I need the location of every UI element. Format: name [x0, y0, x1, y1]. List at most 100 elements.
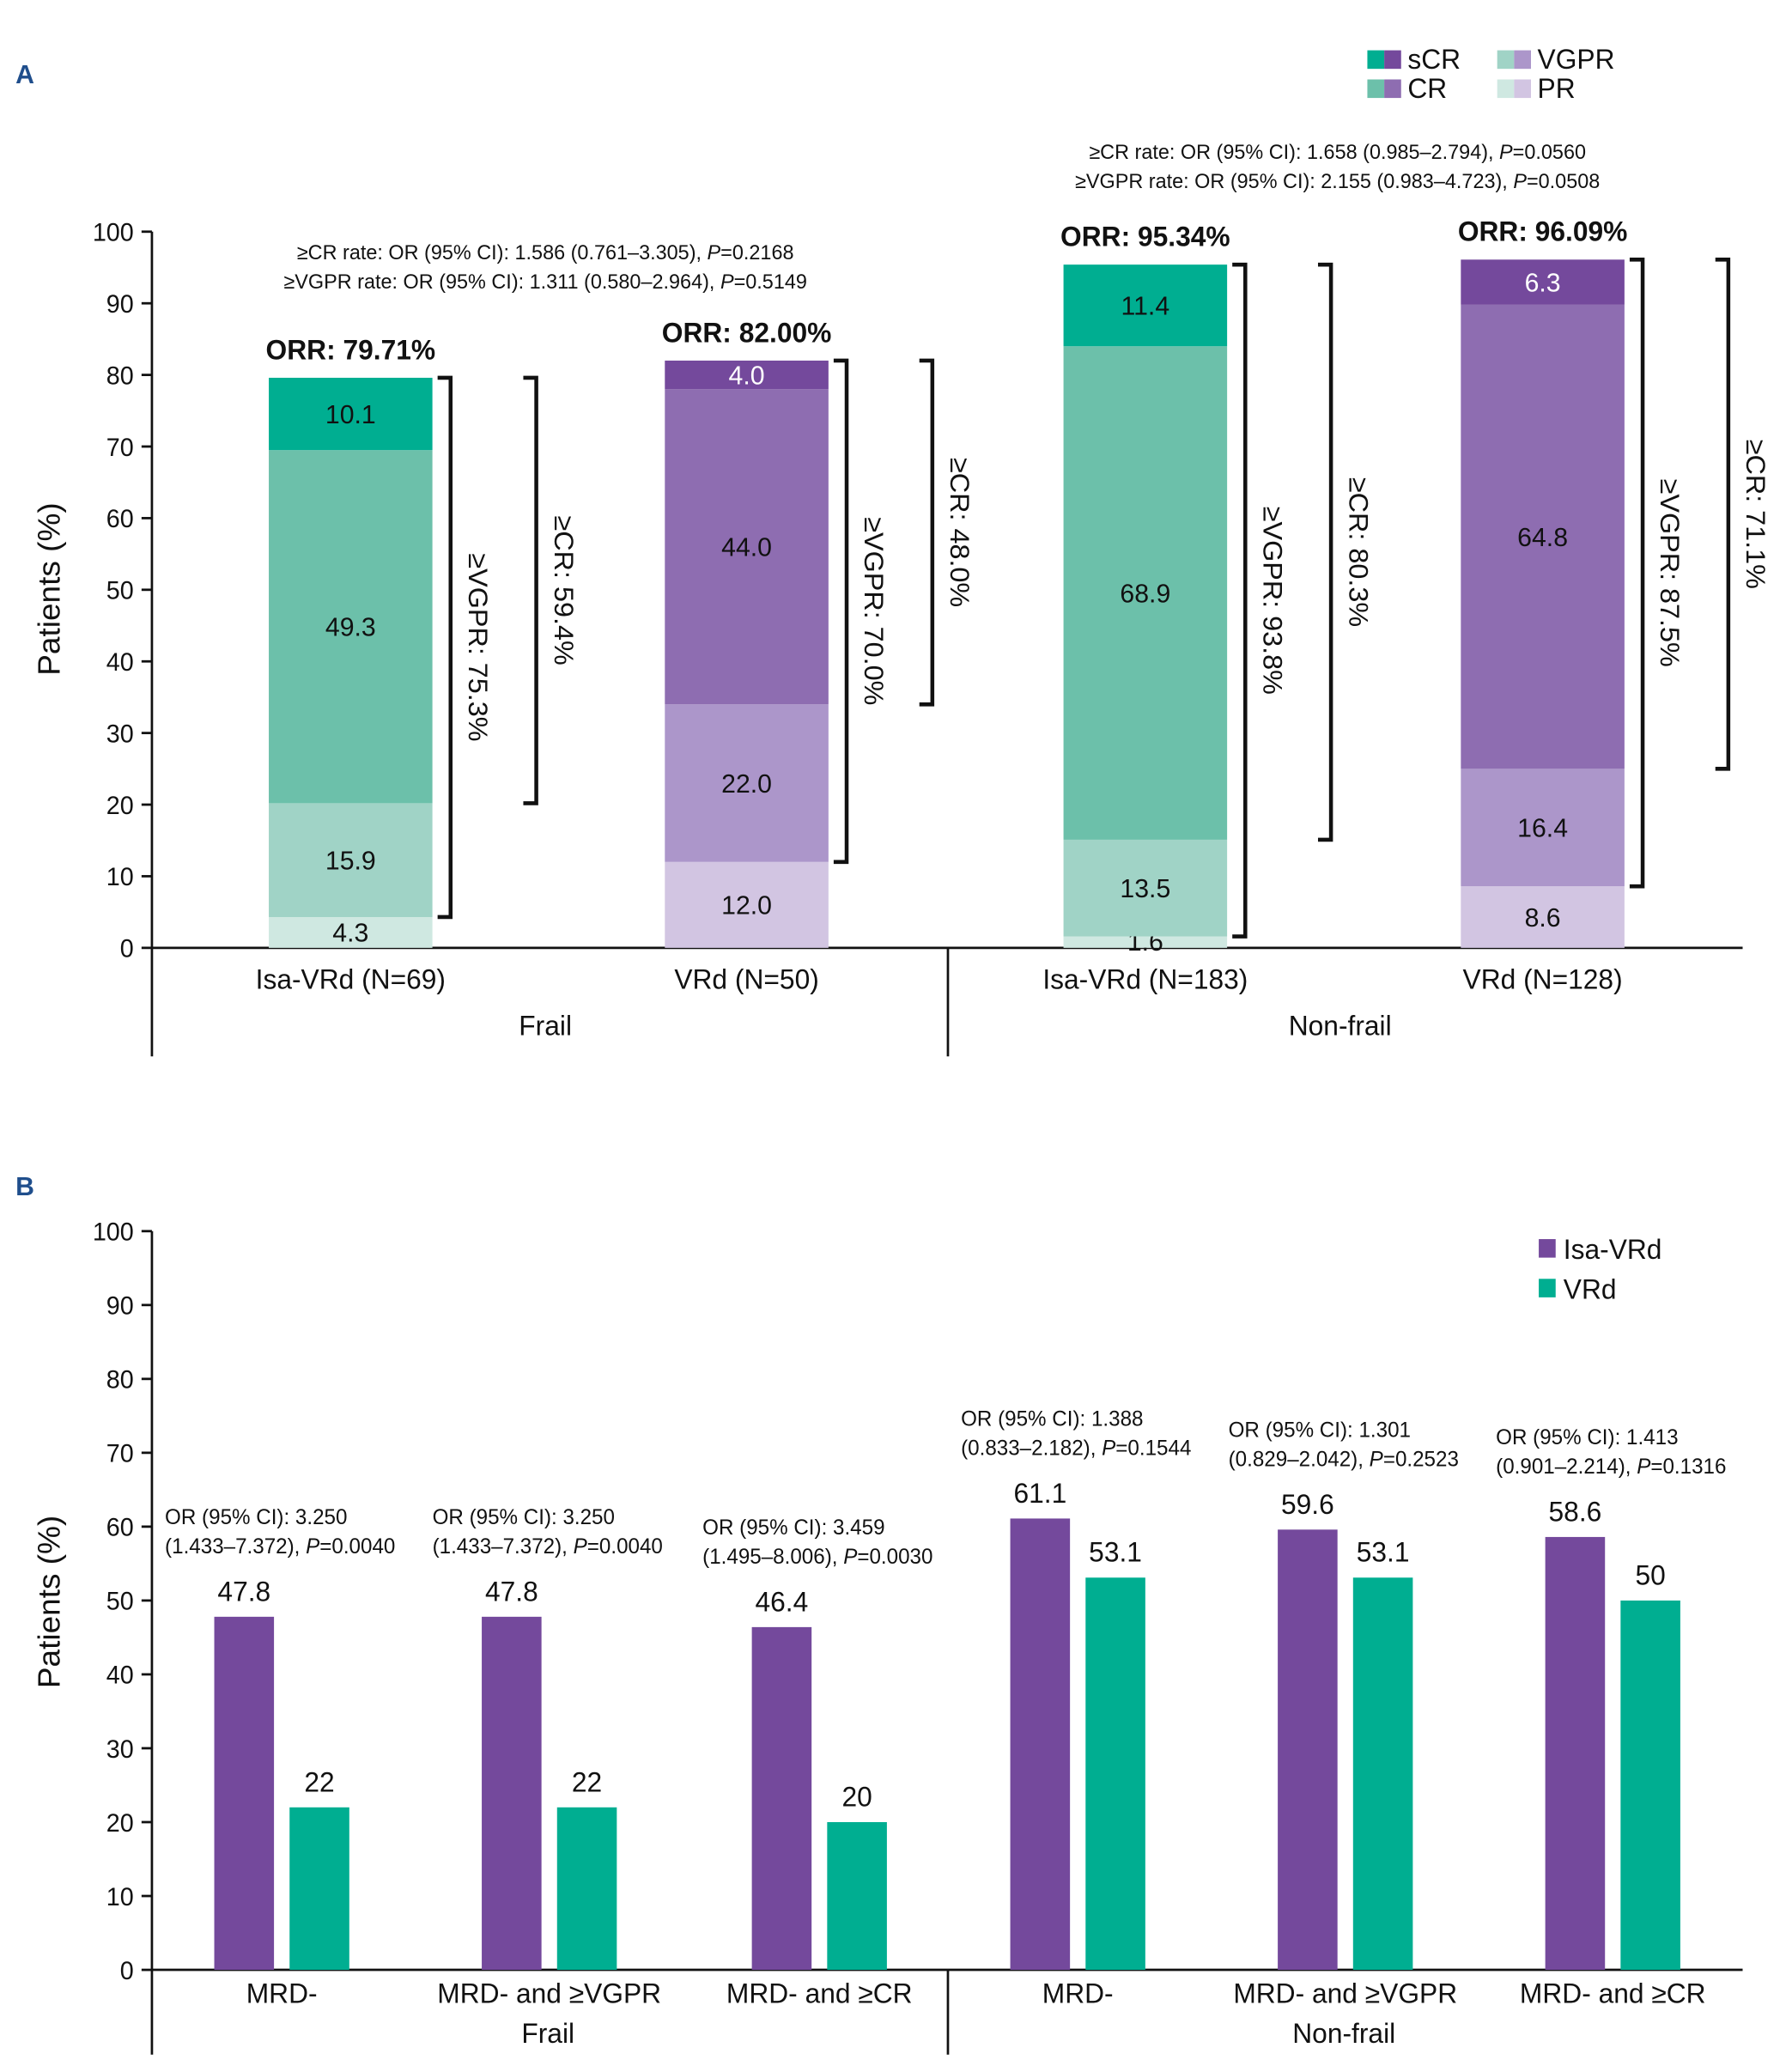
bar-segment-cr [665, 389, 829, 705]
bar-value-label: 22 [572, 1766, 602, 1797]
bar-value-label: 50 [1635, 1559, 1665, 1590]
bar-isa-vrd [1278, 1529, 1338, 1971]
odds-ratio-annotation: OR (95% CI): 1.301 [1229, 1419, 1411, 1442]
response-bracket [1232, 262, 1248, 939]
bar-segment-scr [1461, 259, 1625, 305]
panel-b-chart: 0 10 20 30 40 50 60 70 80 90 100 Patients (%) Isa-VR… [32, 1218, 1743, 2055]
segment-value-label: 68.9 [1120, 579, 1170, 608]
segment-value-label: 15.9 [325, 846, 376, 875]
y-tick-label: 0 [120, 1958, 134, 1985]
bar-segment-pr [665, 861, 829, 948]
response-bracket [1629, 258, 1645, 889]
category-group: 47.8 22 MRD- OR (95% CI): 3.250 (1.433–7.372… [165, 1506, 395, 2009]
segment-value-label: 11.4 [1121, 291, 1170, 320]
legend-label: VRd [1564, 1273, 1617, 1304]
y-tick-label: 30 [106, 1736, 134, 1764]
bar-vrd [827, 1821, 887, 1971]
odds-ratio-annotation: OR (95% CI): 3.250 [165, 1506, 347, 1529]
y-tick-label: 20 [106, 1810, 134, 1838]
bar-value-label: 22 [304, 1766, 334, 1797]
category-group: 46.4 20 MRD- and ≥CR OR (95% CI): 3.459 (1.4… [702, 1516, 932, 2009]
legend: Isa-VRd VRd [1539, 1234, 1662, 1304]
bar-vrd [1620, 1600, 1680, 1971]
bar-isa-vrd [482, 1616, 542, 1971]
x-category-label: VRd (N=50) [674, 963, 818, 994]
bar-value-label: 58.6 [1549, 1496, 1602, 1527]
bar-segment-cr [1063, 346, 1228, 840]
panel-b-label: B [15, 1172, 34, 1201]
bar-segment-scr [269, 377, 433, 451]
x-category-label: MRD- and ≥VGPR [437, 1978, 661, 2008]
orr-label: ORR: 95.34% [1060, 221, 1230, 252]
segment-value-label: 49.3 [325, 612, 376, 641]
legend-swatch-isa [1367, 50, 1385, 70]
bar-segment-vgpr [269, 803, 433, 917]
y-tick-label: 50 [106, 577, 134, 605]
y-tick-label: 10 [106, 864, 134, 891]
bar-value-label: 46.4 [756, 1586, 809, 1617]
y-axis-title: Patients (%) [32, 502, 67, 675]
y-tick-label: 60 [106, 506, 134, 533]
segment-value-label: 16.4 [1517, 813, 1568, 842]
y-tick-label: 70 [106, 434, 134, 462]
bar-value-label: 53.1 [1357, 1536, 1410, 1567]
bar-isa-vrd [1010, 1518, 1071, 1971]
x-category-label: VRd (N=128) [1463, 963, 1623, 994]
odds-ratio-annotation: (0.829–2.042), P=0.2523 [1229, 1448, 1459, 1471]
y-tick-label: 90 [106, 1292, 134, 1320]
bar-value-label: 47.8 [217, 1576, 270, 1607]
segment-value-label: 8.6 [1525, 903, 1561, 933]
x-category-label: MRD- and ≥CR [726, 1978, 913, 2008]
legend-swatch-vrd [1514, 50, 1532, 70]
orr-label: ORR: 82.00% [662, 317, 832, 348]
bar-vrd [556, 1807, 617, 1971]
bar-vrd [289, 1807, 349, 1971]
segment-value-label: 4.3 [332, 918, 368, 947]
x-category-label: MRD- and ≥VGPR [1233, 1978, 1457, 2008]
bar-segment-vgpr [1461, 769, 1625, 887]
odds-ratio-annotation: OR (95% CI): 3.459 [702, 1516, 884, 1540]
odds-ratio-annotation: ≥CR rate: OR (95% CI): 1.658 (0.985–2.79… [1089, 142, 1586, 164]
bracket-label: ≥VGPR: 87.5% [1655, 479, 1686, 667]
group-label: Frail [521, 2018, 574, 2049]
legend-swatch-isa [1497, 79, 1515, 99]
odds-ratio-annotation: OR (95% CI): 1.388 [961, 1407, 1143, 1431]
bracket-label: ≥CR: 59.4% [549, 516, 580, 665]
bracket-label: ≥VGPR: 75.3% [463, 553, 494, 741]
bar-segment-vgpr [665, 704, 829, 862]
panel-a-label: A [15, 60, 34, 89]
bar-segment-cr [269, 450, 433, 804]
bar-group-frail: Frail ≥CR rate: OR (95% CI): 1.586 (0.761… [256, 242, 975, 1042]
stacked-bar: 4.3 15.9 49.3 10.1 ORR: 79.71% Isa-VRd (N=69)… [256, 334, 580, 995]
x-category-label: MRD- and ≥CR [1520, 1978, 1706, 2008]
group-label: Non-frail [1289, 1010, 1392, 1041]
bracket-label: ≥VGPR: 70.0% [859, 517, 890, 705]
y-tick-label: 20 [106, 793, 134, 820]
odds-ratio-annotation: (1.433–7.372), P=0.0040 [165, 1535, 395, 1559]
odds-ratio-annotation: (1.433–7.372), P=0.0040 [433, 1535, 663, 1559]
legend-swatch-vrd [1384, 79, 1401, 99]
category-group: 47.8 22 MRD- and ≥VGPR OR (95% CI): 3.250 (1… [433, 1506, 663, 2009]
odds-ratio-annotation: OR (95% CI): 1.413 [1496, 1426, 1678, 1449]
response-bracket [833, 358, 849, 865]
bar-value-label: 53.1 [1089, 1536, 1142, 1567]
category-group: 59.6 53.1 MRD- and ≥VGPR OR (95% CI): 1.301… [1229, 1419, 1459, 2008]
x-category-label: MRD- [246, 1978, 318, 2008]
y-tick-label: 70 [106, 1440, 134, 1467]
legend-label: Isa-VRd [1564, 1234, 1662, 1265]
y-tick-label: 30 [106, 720, 134, 748]
bar-segment-scr [665, 360, 829, 390]
x-category-label: MRD- [1042, 1978, 1114, 2008]
odds-ratio-annotation: (0.833–2.182), P=0.1544 [961, 1437, 1191, 1460]
bracket-label: ≥CR: 71.1% [1740, 440, 1771, 589]
legend-swatch-vrd [1514, 79, 1532, 99]
bar-value-label: 59.6 [1281, 1489, 1334, 1520]
bar-segment-pr [269, 916, 433, 948]
odds-ratio-annotation: ≥CR rate: OR (95% CI): 1.586 (0.761–3.30… [297, 242, 794, 264]
odds-ratio-annotation: (1.495–8.006), P=0.0030 [702, 1546, 932, 1569]
stacked-bar: 8.6 16.4 64.8 6.3 ORR: 96.09% VRd (N=128) ≥VGP… [1458, 216, 1771, 994]
y-tick-label: 80 [106, 1366, 134, 1394]
